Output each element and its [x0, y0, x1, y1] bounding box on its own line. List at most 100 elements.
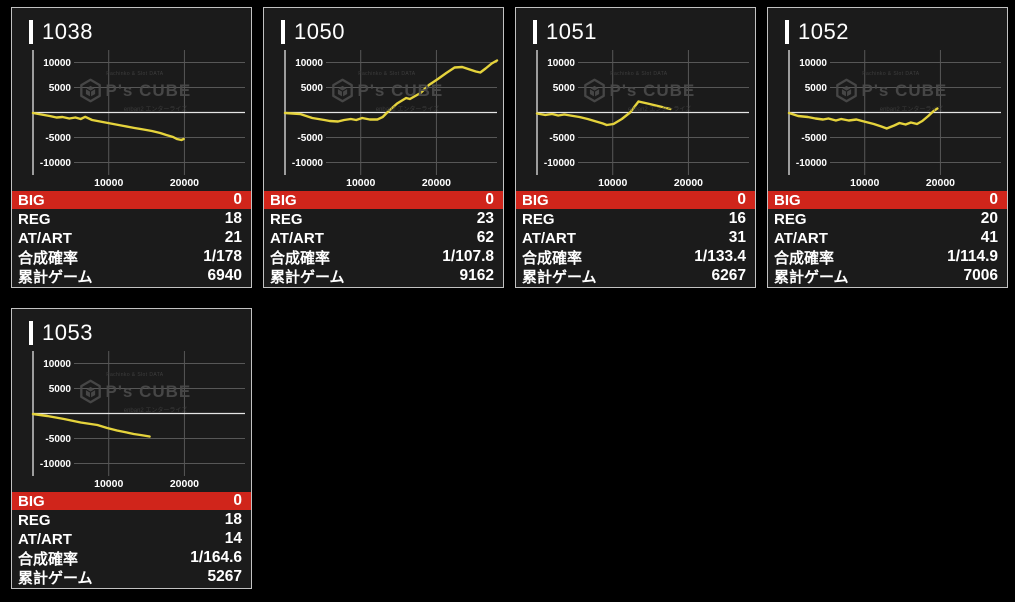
stat-label: BIG: [18, 492, 45, 510]
stat-row-reg: REG 18: [12, 210, 251, 228]
machine-card[interactable]: 1051 Pachinko & Slot DATA P's CUBE enban…: [515, 7, 756, 288]
machine-card[interactable]: 1052 Pachinko & Slot DATA P's CUBE enban…: [767, 7, 1008, 288]
x-tick-label: 20000: [926, 177, 955, 188]
machine-card[interactable]: 1053 Pachinko & Slot DATA P's CUBE enban…: [11, 308, 252, 589]
stat-row-big: BIG 0: [768, 191, 1007, 209]
stat-value: 1/107.8: [442, 248, 494, 265]
stat-label: 累計ゲーム: [774, 268, 849, 286]
stat-row-at_art: AT/ART 41: [768, 229, 1007, 247]
stat-value: 20: [980, 210, 998, 227]
stat-value: 6940: [207, 267, 242, 284]
machine-number: 1053: [42, 320, 93, 345]
stat-value: 6267: [711, 267, 746, 284]
stat-label: BIG: [522, 191, 549, 209]
stat-label: BIG: [774, 191, 801, 209]
y-tick-label: 10000: [799, 58, 827, 69]
stat-row-at_art: AT/ART 14: [12, 530, 251, 548]
stat-label: BIG: [270, 191, 297, 209]
stat-row-big: BIG 0: [12, 492, 251, 510]
stat-label: AT/ART: [18, 530, 72, 548]
stat-value: 23: [476, 210, 494, 227]
machine-card[interactable]: 1038 Pachinko & Slot DATA P's CUBE enban…: [11, 7, 252, 288]
stat-value: 1/178: [203, 248, 242, 265]
stat-row-gosei: 合成確率 1/164.6: [12, 549, 251, 568]
machine-card-grid: 1038 Pachinko & Slot DATA P's CUBE enban…: [11, 7, 1008, 589]
machine-number: 1051: [546, 19, 597, 44]
stat-value: 16: [728, 210, 746, 227]
machine-card[interactable]: 1050 Pachinko & Slot DATA P's CUBE enban…: [263, 7, 504, 288]
stat-label: 合成確率: [774, 249, 835, 267]
machine-title: 1050: [264, 8, 503, 46]
y-tick-label: -5000: [549, 133, 575, 144]
stat-value: 1/133.4: [694, 248, 746, 265]
stat-value: 5267: [207, 568, 242, 585]
slump-graph: Pachinko & Slot DATA P's CUBE enban2 エンタ…: [768, 47, 1007, 188]
y-tick-label: 5000: [805, 83, 828, 94]
stat-value: 0: [737, 191, 746, 208]
x-tick-label: 10000: [598, 177, 627, 188]
machine-title: 1051: [516, 8, 755, 46]
stat-row-gosei: 合成確率 1/133.4: [516, 248, 755, 267]
stat-row-at_art: AT/ART 21: [12, 229, 251, 247]
y-tick-label: 5000: [301, 83, 324, 94]
stat-value: 31: [728, 229, 746, 246]
x-tick-label: 10000: [850, 177, 879, 188]
stat-label: REG: [18, 210, 51, 228]
slump-graph: Pachinko & Slot DATA P's CUBE enban2 エンタ…: [516, 47, 755, 188]
stat-value: 62: [476, 229, 494, 246]
stat-label: AT/ART: [18, 229, 72, 247]
x-tick-label: 20000: [170, 478, 199, 489]
machine-number: 1038: [42, 19, 93, 44]
y-tick-label: -10000: [40, 459, 72, 470]
stats-table: BIG 0 REG 16 AT/ART 31 合成確率 1/133.4 累計ゲーム 6267: [516, 191, 755, 286]
stat-value: 7006: [963, 267, 998, 284]
payout-chart: 10000 5000 -5000 -10000 10000 20000: [31, 351, 245, 489]
payout-line: [31, 412, 151, 438]
stat-label: BIG: [18, 191, 45, 209]
title-accent-bar: [281, 20, 285, 44]
y-tick-label: 10000: [547, 58, 575, 69]
stat-value: 0: [989, 191, 998, 208]
stat-label: REG: [774, 210, 807, 228]
stat-value: 14: [224, 530, 242, 547]
stats-table: BIG 0 REG 23 AT/ART 62 合成確率 1/107.8 累計ゲーム 9162: [264, 191, 503, 286]
y-tick-label: -10000: [40, 158, 72, 169]
stat-row-big: BIG 0: [264, 191, 503, 209]
stat-value: 41: [980, 229, 998, 246]
machine-title: 1053: [12, 309, 251, 347]
stat-label: 累計ゲーム: [270, 268, 345, 286]
y-tick-label: -5000: [801, 133, 827, 144]
stat-row-big: BIG 0: [516, 191, 755, 209]
y-tick-label: -10000: [796, 158, 828, 169]
title-accent-bar: [29, 321, 33, 345]
payout-chart: 10000 5000 -5000 -10000 10000 20000: [787, 50, 1001, 188]
stat-row-ruikei: 累計ゲーム 5267: [12, 568, 251, 587]
stat-label: REG: [522, 210, 555, 228]
slump-graph: Pachinko & Slot DATA P's CUBE enban2 エンタ…: [12, 47, 251, 188]
stat-row-ruikei: 累計ゲーム 6940: [12, 267, 251, 286]
machine-number: 1050: [294, 19, 345, 44]
payout-line: [787, 107, 939, 130]
stat-label: 累計ゲーム: [522, 268, 597, 286]
stats-table: BIG 0 REG 18 AT/ART 21 合成確率 1/178 累計ゲーム 6940: [12, 191, 251, 286]
stat-value: 18: [224, 511, 242, 528]
stat-row-reg: REG 16: [516, 210, 755, 228]
payout-line: [535, 100, 672, 127]
stat-row-reg: REG 18: [12, 511, 251, 529]
stat-label: 合成確率: [522, 249, 583, 267]
stat-value: 1/114.9: [947, 248, 998, 265]
x-tick-label: 10000: [94, 177, 123, 188]
stat-row-ruikei: 累計ゲーム 7006: [768, 267, 1007, 286]
stat-value: 1/164.6: [190, 549, 242, 566]
stat-row-ruikei: 累計ゲーム 9162: [264, 267, 503, 286]
stat-value: 0: [485, 191, 494, 208]
x-tick-label: 10000: [346, 177, 375, 188]
y-tick-label: -5000: [297, 133, 323, 144]
stat-label: 累計ゲーム: [18, 569, 93, 587]
stats-table: BIG 0 REG 18 AT/ART 14 合成確率 1/164.6 累計ゲーム 5267: [12, 492, 251, 587]
y-tick-label: -5000: [45, 434, 71, 445]
stat-label: 累計ゲーム: [18, 268, 93, 286]
x-tick-label: 20000: [422, 177, 451, 188]
machine-title: 1052: [768, 8, 1007, 46]
slump-graph: Pachinko & Slot DATA P's CUBE enban2 エンタ…: [264, 47, 503, 188]
